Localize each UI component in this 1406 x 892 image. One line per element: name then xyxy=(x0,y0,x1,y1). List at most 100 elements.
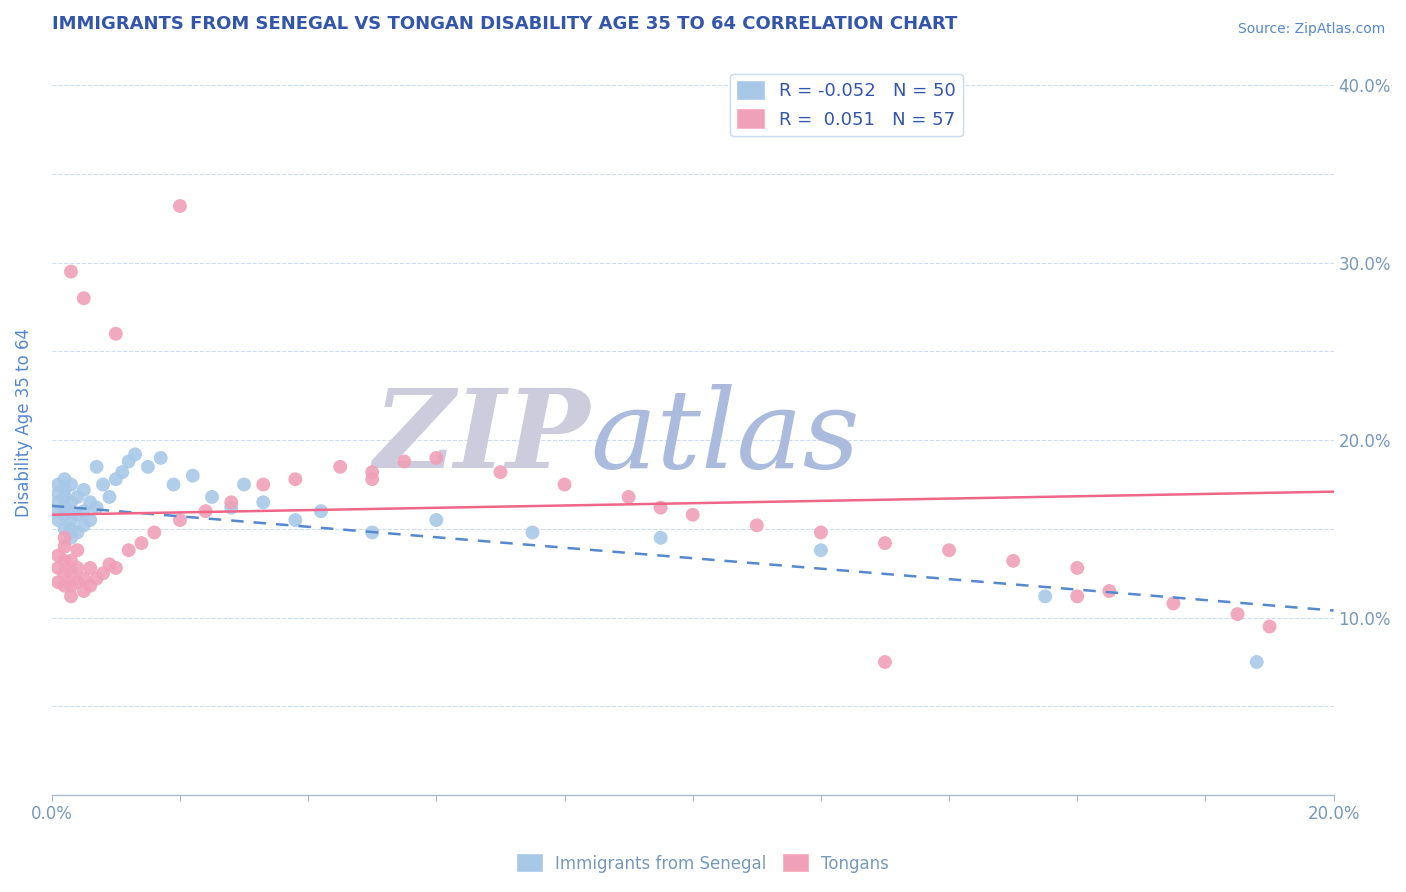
Point xyxy=(73,483,96,497)
Point xyxy=(66,490,89,504)
Text: atlas: atlas xyxy=(591,384,859,491)
Point xyxy=(1258,619,1281,633)
Point xyxy=(53,579,76,593)
Point xyxy=(66,543,89,558)
Point xyxy=(425,450,447,465)
Point xyxy=(46,486,69,500)
Point xyxy=(46,495,69,509)
Point xyxy=(219,500,242,515)
Point xyxy=(361,472,384,486)
Point xyxy=(66,508,89,522)
Point xyxy=(53,508,76,522)
Point xyxy=(79,579,101,593)
Point xyxy=(73,518,96,533)
Point xyxy=(284,472,307,486)
Y-axis label: Disability Age 35 to 64: Disability Age 35 to 64 xyxy=(15,328,32,517)
Point xyxy=(169,199,191,213)
Point xyxy=(86,572,108,586)
Point xyxy=(59,531,82,545)
Point xyxy=(522,525,544,540)
Point xyxy=(1033,590,1056,604)
Point xyxy=(46,504,69,518)
Point xyxy=(745,518,768,533)
Point xyxy=(73,584,96,599)
Point xyxy=(59,495,82,509)
Point xyxy=(53,490,76,504)
Point xyxy=(46,561,69,575)
Point xyxy=(131,536,153,550)
Point xyxy=(1226,607,1249,621)
Point xyxy=(59,566,82,581)
Point xyxy=(59,590,82,604)
Point xyxy=(46,575,69,590)
Point xyxy=(98,490,121,504)
Point xyxy=(124,447,146,461)
Legend: R = -0.052   N = 50, R =  0.051   N = 57: R = -0.052 N = 50, R = 0.051 N = 57 xyxy=(730,74,963,136)
Point xyxy=(59,554,82,568)
Point xyxy=(810,543,832,558)
Point xyxy=(46,477,69,491)
Point xyxy=(617,490,640,504)
Point xyxy=(810,525,832,540)
Point xyxy=(201,490,224,504)
Point xyxy=(53,472,76,486)
Point xyxy=(1163,596,1185,610)
Point xyxy=(873,655,896,669)
Point xyxy=(79,513,101,527)
Point xyxy=(53,522,76,536)
Point xyxy=(86,459,108,474)
Point xyxy=(66,575,89,590)
Point xyxy=(162,477,184,491)
Point xyxy=(91,477,114,491)
Point xyxy=(66,525,89,540)
Point xyxy=(361,465,384,479)
Point xyxy=(73,291,96,305)
Point xyxy=(309,504,332,518)
Point xyxy=(79,561,101,575)
Point xyxy=(873,536,896,550)
Point xyxy=(219,495,242,509)
Point xyxy=(118,454,141,468)
Point xyxy=(104,561,127,575)
Point xyxy=(361,525,384,540)
Point xyxy=(59,513,82,527)
Point xyxy=(104,326,127,341)
Point xyxy=(143,525,166,540)
Point xyxy=(181,468,204,483)
Point xyxy=(650,500,672,515)
Point xyxy=(1098,584,1121,599)
Point xyxy=(329,459,352,474)
Point xyxy=(682,508,704,522)
Point xyxy=(111,465,134,479)
Point xyxy=(650,531,672,545)
Point xyxy=(53,554,76,568)
Point xyxy=(1002,554,1025,568)
Point xyxy=(425,513,447,527)
Legend: Immigrants from Senegal, Tongans: Immigrants from Senegal, Tongans xyxy=(510,847,896,880)
Point xyxy=(938,543,960,558)
Point xyxy=(194,504,217,518)
Point xyxy=(284,513,307,527)
Point xyxy=(104,472,127,486)
Point xyxy=(46,513,69,527)
Point xyxy=(91,566,114,581)
Point xyxy=(1066,561,1088,575)
Point xyxy=(53,483,76,497)
Point xyxy=(98,558,121,572)
Point xyxy=(79,495,101,509)
Point xyxy=(46,549,69,563)
Point xyxy=(53,566,76,581)
Point xyxy=(233,477,256,491)
Point xyxy=(149,450,172,465)
Point xyxy=(136,459,159,474)
Point xyxy=(553,477,575,491)
Text: ZIP: ZIP xyxy=(374,384,591,491)
Point xyxy=(59,522,82,536)
Point xyxy=(252,477,274,491)
Point xyxy=(73,504,96,518)
Point xyxy=(59,265,82,279)
Point xyxy=(86,500,108,515)
Point xyxy=(1066,590,1088,604)
Text: Source: ZipAtlas.com: Source: ZipAtlas.com xyxy=(1237,22,1385,37)
Point xyxy=(66,561,89,575)
